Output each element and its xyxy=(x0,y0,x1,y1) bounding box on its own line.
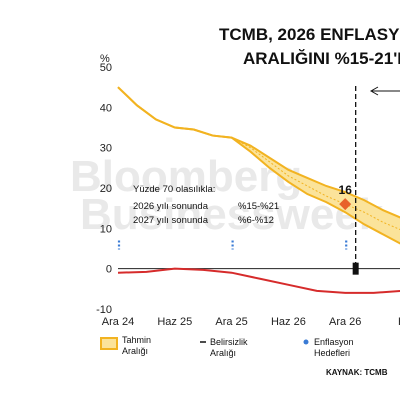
y-axis-unit: % xyxy=(100,53,110,65)
y-tick-label-2: 10 xyxy=(100,223,112,235)
forecast-marker-label: 16 xyxy=(339,183,353,197)
legend-label-uncertainty-1: Belirsizlik xyxy=(210,337,248,347)
y-tick-label-5: 40 xyxy=(100,102,112,114)
x-tick-label-2: Ara 25 xyxy=(215,316,247,328)
annotation-row-1-label: 2026 yılı sonunda xyxy=(133,201,209,212)
y-tick-label-6: 50 xyxy=(100,62,112,74)
forecast-marker xyxy=(339,198,352,211)
chart-title-line-2: ARALIĞINI %15-21'E xyxy=(243,49,400,68)
annotation-row-2-label: 2027 yılı sonunda xyxy=(133,215,209,226)
annotation-row-2-value: %6-%12 xyxy=(238,215,274,226)
y-tick-label-3: 20 xyxy=(100,183,112,195)
annotation-heading: Yüzde 70 olasılıkla: xyxy=(133,184,215,195)
y-tick-label-1: 0 xyxy=(106,264,112,276)
legend-label-target-1: Enflasyon xyxy=(314,337,354,347)
uncertainty-line xyxy=(117,267,400,294)
annotation-row-1-value: %15-%21 xyxy=(238,201,279,212)
chart-title-line-1: TCMB, 2026 ENFLASYON xyxy=(219,25,400,44)
x-tick-label-4: Ara 26 xyxy=(329,316,361,328)
legend-label-band-1: Tahmin xyxy=(122,335,151,345)
legend-label-target-2: Hedefleri xyxy=(314,348,350,358)
legend-swatch-target xyxy=(303,339,309,345)
x-tick-label-1: Haz 25 xyxy=(157,316,192,328)
y-tick-label-4: 30 xyxy=(100,143,112,155)
y-tick-label-0: -10 xyxy=(96,304,112,316)
legend-swatch-band xyxy=(100,337,118,350)
legend-label-band-2: Aralığı xyxy=(122,346,148,356)
x-tick-label-0: Ara 24 xyxy=(102,316,134,328)
forecast-band-center-line xyxy=(117,86,400,231)
forecast-arrow-head xyxy=(369,86,379,96)
source-note: KAYNAK: TCMB xyxy=(326,368,388,377)
legend: Tahmin Aralığı Belirsizlik Aralığı Enfla… xyxy=(100,335,354,358)
forecast-start-tick xyxy=(352,262,359,275)
legend-label-uncertainty-2: Aralığı xyxy=(210,348,236,358)
x-tick-label-5: H xyxy=(398,316,400,328)
x-tick-label-3: Haz 26 xyxy=(271,316,306,328)
